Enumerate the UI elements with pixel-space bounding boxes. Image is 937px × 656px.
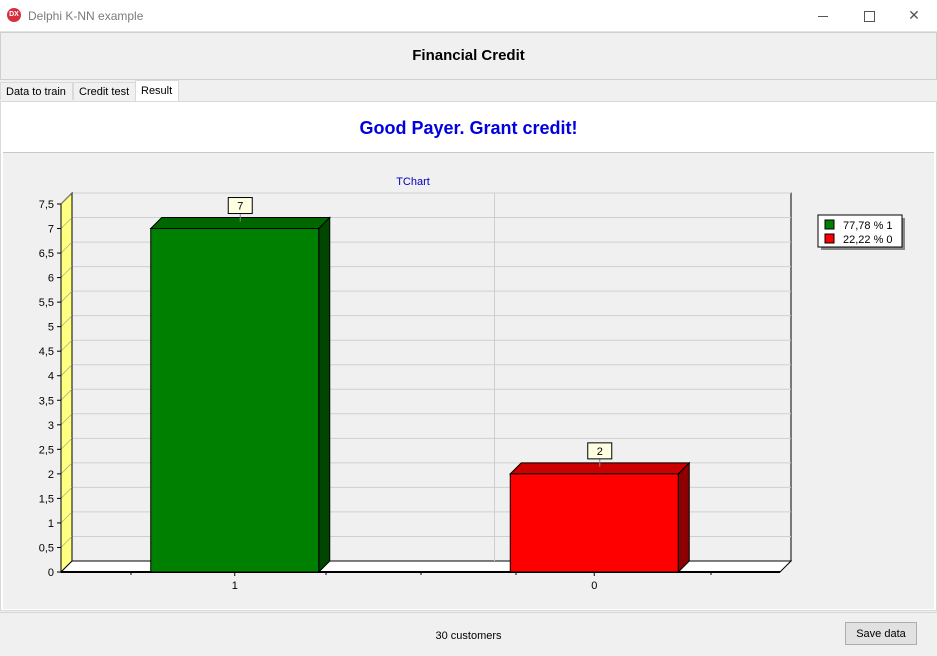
legend-swatch [824, 233, 835, 244]
customer-count: 30 customers [435, 630, 502, 642]
y-tick-label: 1 [48, 518, 54, 530]
left-wall-grid [60, 462, 73, 475]
status-bar: 30 customers Save data [0, 612, 937, 655]
chart-panel: TChart 0 0,5 1 1,5 2 2,5 3 3,5 4 4,5 5 5,5 6 6,5 7 7,5 1 7… [3, 152, 934, 609]
y-tick-label: 2 [48, 469, 54, 481]
legend-label: 22,22 % 0 [843, 234, 893, 246]
legend-label: 77,78 % 1 [843, 220, 893, 232]
left-wall-grid [60, 290, 73, 303]
data-label-box [587, 442, 613, 460]
left-wall-grid [60, 389, 73, 401]
close-button[interactable]: ✕ [891, 0, 937, 31]
window-title: Delphi K-NN example [28, 9, 144, 23]
left-wall-grid [60, 364, 73, 376]
tab-content-result: Good Payer. Grant credit! TChart 0 0,5 1 1,5… [0, 101, 937, 611]
maximize-button[interactable] [846, 0, 892, 31]
left-wall-grid [60, 192, 73, 205]
window-titlebar: DX Delphi K-NN example ✕ [0, 0, 937, 32]
left-wall-grid [60, 266, 73, 278]
data-label-box [227, 197, 253, 215]
maximize-icon [863, 10, 875, 22]
chart-title: TChart [396, 176, 430, 188]
chart-left-wall [60, 191, 73, 574]
y-tick-label: 7,5 [39, 199, 54, 211]
y-tick-label: 2,5 [39, 444, 54, 456]
y-tick-label: 1,5 [39, 493, 54, 505]
y-tick-label: 4,5 [39, 346, 54, 358]
left-wall-grid [60, 217, 73, 229]
tab-credit-test[interactable]: Credit test [73, 82, 136, 100]
y-tick-label: 7 [48, 224, 54, 236]
left-wall-grid [60, 536, 73, 548]
x-tick-label: 1 [232, 580, 238, 592]
left-wall-grid [60, 315, 73, 327]
y-tick-label: 5,5 [39, 297, 54, 309]
left-wall-grid [60, 438, 73, 450]
app-icon: DX [7, 8, 21, 22]
tab-data-to-train[interactable]: Data to train [0, 82, 73, 100]
left-wall-grid [60, 339, 73, 352]
bar [509, 473, 679, 573]
left-wall-grid [60, 511, 73, 524]
result-panel: Good Payer. Grant credit! [1, 102, 936, 152]
bar [150, 228, 320, 573]
tab-result[interactable]: Result [135, 80, 179, 102]
data-label: 2 [597, 446, 603, 458]
x-tick-label: 0 [591, 580, 597, 592]
y-tick-label: 5 [48, 322, 54, 334]
y-tick-label: 3 [48, 420, 54, 432]
y-tick-label: 0 [48, 567, 54, 579]
tab-bar: Data to train Credit test Result [0, 80, 937, 102]
bar-side [677, 461, 690, 574]
result-message: Good Payer. Grant credit! [359, 118, 578, 138]
bar-side [318, 216, 331, 574]
y-tick-label: 4 [48, 371, 54, 383]
left-wall-grid [60, 241, 73, 254]
y-tick-label: 6 [48, 273, 54, 285]
data-label: 7 [237, 201, 243, 213]
minimize-icon [818, 15, 828, 17]
legend-swatch [824, 219, 835, 230]
left-wall-grid [60, 413, 73, 426]
y-tick-label: 3,5 [39, 395, 54, 407]
y-tick-label: 0,5 [39, 542, 54, 554]
left-wall-grid [60, 487, 73, 499]
save-data-button[interactable]: Save data [845, 622, 917, 645]
minimize-button[interactable] [800, 0, 846, 31]
y-tick-label: 6,5 [39, 248, 54, 260]
close-icon: ✕ [908, 7, 920, 23]
page-title: Financial Credit [412, 47, 525, 64]
